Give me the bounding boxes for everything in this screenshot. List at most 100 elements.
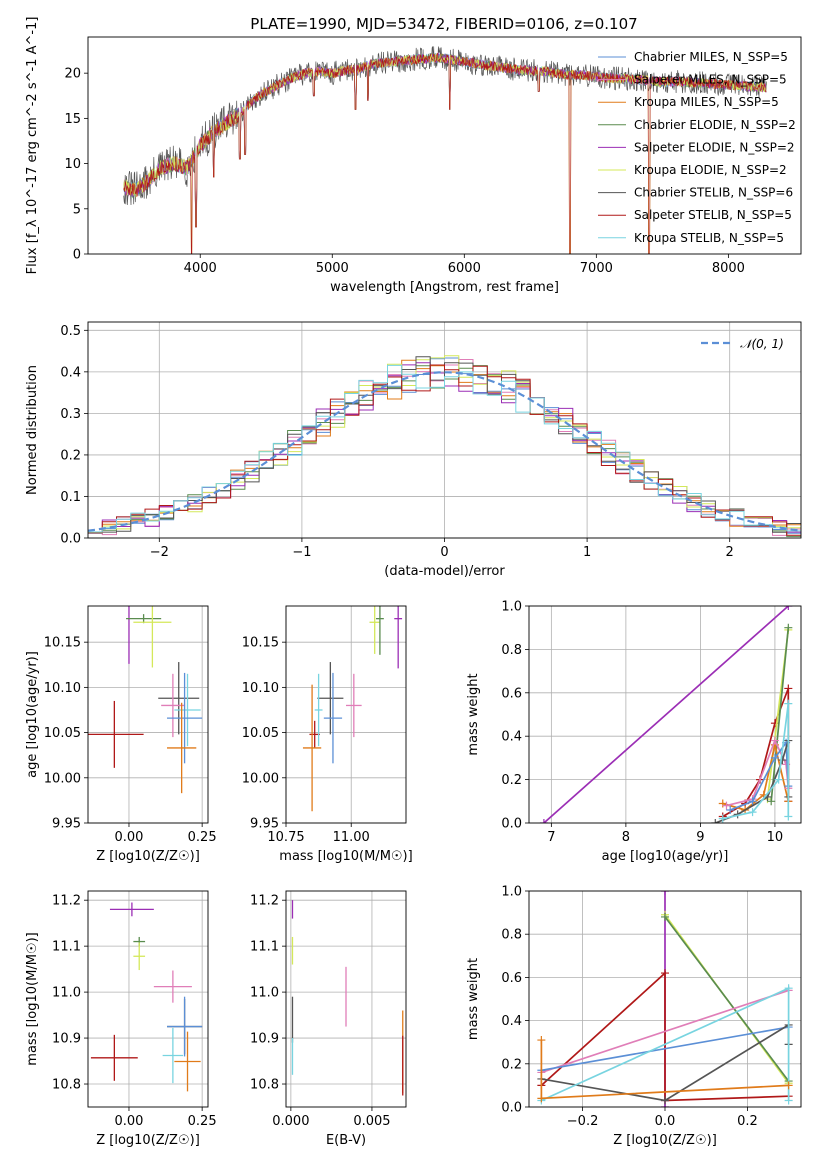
errorbar-points	[291, 900, 404, 1096]
histogram-lines	[88, 355, 801, 537]
y-tick-label: 0	[73, 248, 81, 263]
panel-mass-vs-z: 0.00 0.25 10.8 10.9 11.0 11.1 11.2 Z [log10(Z/Z…	[25, 890, 217, 1148]
series-marker	[784, 699, 793, 708]
x-tick-label: 10.75	[267, 830, 304, 845]
histogram-kroupa-stelib	[88, 364, 801, 533]
legend-entry: Kroupa ELODIE, N_SSP=2	[634, 163, 787, 177]
x-tick-label: 0.00	[114, 830, 143, 845]
y-tick-label: 10.9	[250, 1032, 279, 1047]
y-tick-label: 9.95	[250, 817, 279, 832]
series-marker	[537, 1094, 546, 1103]
series-marker	[661, 1096, 669, 1105]
y-tick-label: 0.8	[501, 928, 522, 943]
y-tick-label: 11.0	[52, 986, 81, 1001]
y-tick-label: 10.8	[52, 1078, 81, 1093]
series-line	[541, 989, 789, 1074]
y-tick-label: 1.0	[501, 600, 522, 615]
series-marker	[537, 1036, 546, 1045]
series-marker	[784, 684, 793, 693]
y-tick-label: 11.1	[52, 940, 81, 955]
series-marker	[748, 797, 757, 806]
x-tick-label: 5000	[316, 261, 349, 276]
errorbar-chabrier-stelib	[317, 662, 344, 735]
errorbar-kroupa-elodie	[133, 942, 146, 971]
y-tick-label: 11.2	[52, 894, 81, 909]
y-tick-label: 20	[64, 67, 81, 82]
errorbar-kroupa-stelib	[314, 673, 323, 747]
panel-age-vs-mass: 10.75 11.00 9.95 10.00 10.05 10.10 10.15 mass […	[242, 605, 413, 864]
series-kroupa-stelib	[718, 699, 793, 823]
axes-frame	[87, 321, 802, 539]
x-axis-label: mass [log10(M/M☉)]	[279, 849, 412, 864]
series-marker	[718, 799, 727, 808]
x-tick-label: 11.00	[333, 830, 370, 845]
series-marker	[661, 912, 669, 921]
errorbar-kroupa-miles	[174, 1031, 201, 1092]
gaussian-curve	[88, 371, 801, 532]
series-marker	[767, 797, 776, 806]
panel-residuals: −2 −1 0 1 2 0.0 0.1 0.2 0.3 0.4 0.5 (data-model)/er…	[25, 321, 802, 579]
y-axis-label: mass weight	[466, 673, 481, 755]
spectrum-line-salpeter-stelib	[123, 52, 767, 254]
x-tick-label: 1	[583, 545, 591, 560]
errorbar-salpeter-miles	[153, 970, 192, 1003]
series-marker	[722, 801, 731, 810]
series-line	[664, 916, 790, 1082]
y-axis-label: mass [log10(M/M☉)]	[25, 932, 40, 1065]
x-tick-label: 0.0	[655, 1114, 676, 1129]
x-tick-label: −1	[292, 545, 311, 560]
series-marker	[770, 753, 779, 762]
y-tick-label: 10.00	[242, 771, 279, 786]
y-tick-label: 0.0	[501, 817, 522, 832]
y-tick-label: 0.8	[501, 643, 522, 658]
residuals-legend: 𝒩(0, 1)	[701, 337, 784, 351]
x-tick-label: 7	[547, 830, 555, 845]
errorbar-points	[302, 606, 403, 812]
y-tick-label: 10.15	[44, 636, 81, 651]
x-axis-label: E(B-V)	[326, 1133, 366, 1148]
legend-entry: Chabrier ELODIE, N_SSP=2	[634, 118, 796, 132]
errorbar-chabrier-stelib	[158, 662, 200, 735]
panel-massweight-vs-z: −0.2 0.0 0.2 0.0 0.2 0.4 0.6 0.8 1.0 Z [log10(Z/Z…	[466, 885, 802, 1148]
series-marker	[539, 819, 548, 823]
x-tick-label: 0.25	[188, 830, 217, 845]
x-axis-label: Z [log10(Z/Z☉)]	[96, 849, 200, 864]
errorbar-chabrier-miles	[167, 996, 203, 1057]
errorbar-points	[90, 902, 203, 1092]
axes-frame	[87, 605, 209, 824]
x-tick-label: 0.005	[353, 1114, 390, 1129]
x-tick-label: 8000	[712, 261, 745, 276]
y-tick-label: 10.00	[44, 771, 81, 786]
histogram-chabrier-stelib	[88, 356, 801, 533]
x-tick-label: 0.25	[188, 1114, 217, 1129]
mass-weight-series	[537, 891, 793, 1107]
axes-frame	[528, 890, 802, 1108]
series-marker	[784, 984, 793, 993]
errorbar-salpeter-stelib	[88, 700, 144, 768]
x-tick-label: 0	[440, 545, 448, 560]
spectrum-lines	[123, 46, 767, 254]
errorbar-kroupa-miles	[167, 702, 197, 794]
series-marker	[784, 1081, 793, 1090]
x-tick-label: −2	[150, 545, 169, 560]
x-axis-label: age [log10(age/yr)]	[602, 849, 729, 864]
series-marker	[784, 623, 793, 632]
series-line	[540, 971, 789, 1102]
y-tick-label: 0.4	[60, 365, 81, 380]
series-marker	[661, 891, 669, 895]
errorbar-chabrier-miles	[323, 672, 343, 764]
y-axis-label: Normed distribution	[25, 365, 40, 495]
x-tick-label: −0.2	[567, 1114, 599, 1129]
series-line	[770, 627, 790, 802]
series-marker	[770, 736, 779, 745]
series-chabrier-elodie	[661, 912, 793, 1086]
panel-spectrum: 4000 5000 6000 7000 8000 0 5 10 15 20 wavelength […	[25, 17, 802, 295]
spectrum-legend: Chabrier MILES, N_SSP=5 Salpeter MILES, N…	[598, 50, 796, 245]
x-axis-label: (data-model)/error	[384, 564, 505, 579]
legend-entry: Salpeter STELIB, N_SSP=5	[634, 208, 792, 222]
y-tick-label: 0.5	[60, 324, 81, 339]
legend-entry: Salpeter MILES, N_SSP=5	[634, 73, 787, 87]
series-marker	[718, 814, 727, 823]
legend-entry: Salpeter ELODIE, N_SSP=2	[634, 140, 795, 154]
y-tick-label: 5	[73, 202, 81, 217]
